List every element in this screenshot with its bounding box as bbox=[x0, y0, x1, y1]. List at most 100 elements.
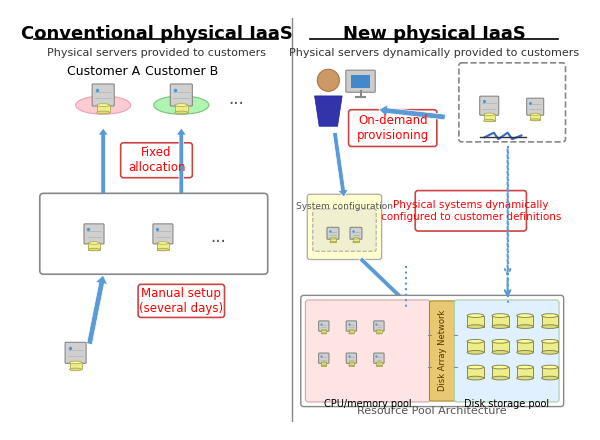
FancyArrow shape bbox=[332, 132, 348, 197]
FancyBboxPatch shape bbox=[346, 353, 356, 363]
Ellipse shape bbox=[88, 248, 100, 251]
Ellipse shape bbox=[330, 238, 336, 239]
FancyBboxPatch shape bbox=[346, 321, 356, 331]
FancyBboxPatch shape bbox=[454, 300, 559, 402]
FancyBboxPatch shape bbox=[307, 194, 382, 260]
FancyBboxPatch shape bbox=[374, 321, 384, 331]
Bar bbox=[352, 75, 370, 88]
Ellipse shape bbox=[376, 362, 382, 363]
FancyBboxPatch shape bbox=[480, 96, 499, 115]
FancyArrow shape bbox=[98, 128, 108, 197]
Ellipse shape bbox=[467, 376, 484, 380]
FancyBboxPatch shape bbox=[138, 284, 224, 317]
Polygon shape bbox=[314, 96, 342, 126]
Ellipse shape bbox=[353, 242, 359, 243]
Ellipse shape bbox=[517, 376, 533, 380]
Ellipse shape bbox=[492, 376, 509, 380]
Bar bbox=[376, 363, 382, 366]
Bar bbox=[517, 367, 533, 378]
Ellipse shape bbox=[321, 362, 326, 363]
Ellipse shape bbox=[70, 368, 82, 371]
Ellipse shape bbox=[467, 325, 484, 328]
Ellipse shape bbox=[492, 314, 509, 317]
FancyBboxPatch shape bbox=[153, 224, 173, 244]
Ellipse shape bbox=[492, 340, 509, 343]
FancyBboxPatch shape bbox=[459, 63, 566, 142]
Ellipse shape bbox=[154, 96, 209, 114]
FancyBboxPatch shape bbox=[40, 193, 268, 274]
FancyArrow shape bbox=[359, 257, 406, 303]
Ellipse shape bbox=[542, 314, 558, 317]
Bar bbox=[542, 341, 558, 352]
Ellipse shape bbox=[517, 340, 533, 343]
Bar bbox=[330, 238, 336, 242]
Bar bbox=[353, 238, 359, 242]
Text: Physical servers dynamically provided to customers: Physical servers dynamically provided to… bbox=[289, 48, 579, 58]
Ellipse shape bbox=[517, 314, 533, 317]
Text: Manual setup
(several days): Manual setup (several days) bbox=[139, 287, 223, 315]
Ellipse shape bbox=[542, 325, 558, 328]
Ellipse shape bbox=[467, 314, 484, 317]
FancyBboxPatch shape bbox=[84, 224, 104, 244]
FancyArrow shape bbox=[87, 275, 107, 345]
Ellipse shape bbox=[349, 365, 354, 366]
FancyArrow shape bbox=[176, 128, 187, 197]
Ellipse shape bbox=[70, 361, 82, 364]
Bar bbox=[376, 330, 382, 334]
Ellipse shape bbox=[517, 351, 533, 354]
Ellipse shape bbox=[175, 104, 188, 106]
Text: Physical systems dynamically
configured to customer definitions: Physical systems dynamically configured … bbox=[380, 200, 561, 222]
Ellipse shape bbox=[492, 325, 509, 328]
FancyBboxPatch shape bbox=[319, 321, 329, 331]
Text: Disk Array Network: Disk Array Network bbox=[438, 310, 447, 391]
Ellipse shape bbox=[467, 365, 484, 369]
Bar bbox=[542, 315, 558, 326]
Ellipse shape bbox=[353, 238, 359, 239]
Bar bbox=[70, 363, 82, 370]
Ellipse shape bbox=[530, 113, 540, 115]
Ellipse shape bbox=[376, 330, 382, 331]
Ellipse shape bbox=[492, 365, 509, 369]
Ellipse shape bbox=[517, 365, 533, 369]
Bar bbox=[542, 367, 558, 378]
Ellipse shape bbox=[376, 365, 382, 366]
Bar bbox=[321, 330, 326, 334]
Ellipse shape bbox=[467, 351, 484, 354]
Text: CPU/memory pool: CPU/memory pool bbox=[324, 399, 412, 409]
Ellipse shape bbox=[542, 340, 558, 343]
Ellipse shape bbox=[330, 242, 336, 243]
Ellipse shape bbox=[484, 113, 494, 115]
Ellipse shape bbox=[321, 330, 326, 331]
Text: Fixed
allocation: Fixed allocation bbox=[128, 146, 185, 174]
Ellipse shape bbox=[97, 111, 110, 114]
Ellipse shape bbox=[157, 242, 169, 244]
Bar bbox=[88, 243, 100, 249]
Text: Customer A: Customer A bbox=[67, 65, 140, 77]
Ellipse shape bbox=[321, 365, 326, 366]
Ellipse shape bbox=[467, 340, 484, 343]
FancyBboxPatch shape bbox=[313, 209, 376, 251]
FancyBboxPatch shape bbox=[415, 191, 526, 231]
Ellipse shape bbox=[349, 333, 354, 334]
Ellipse shape bbox=[542, 376, 558, 380]
Ellipse shape bbox=[542, 351, 558, 354]
Bar bbox=[321, 363, 326, 366]
FancyBboxPatch shape bbox=[65, 342, 86, 363]
Ellipse shape bbox=[349, 330, 354, 331]
FancyBboxPatch shape bbox=[346, 70, 375, 92]
Bar bbox=[349, 330, 354, 334]
Ellipse shape bbox=[321, 333, 326, 334]
FancyBboxPatch shape bbox=[301, 295, 563, 407]
FancyBboxPatch shape bbox=[305, 300, 430, 402]
FancyBboxPatch shape bbox=[374, 353, 384, 363]
FancyBboxPatch shape bbox=[527, 98, 544, 115]
Bar bbox=[492, 341, 509, 352]
Bar bbox=[97, 105, 110, 113]
Text: ...: ... bbox=[210, 227, 226, 246]
Bar bbox=[530, 114, 540, 120]
Text: ...: ... bbox=[229, 90, 244, 108]
Ellipse shape bbox=[492, 351, 509, 354]
FancyBboxPatch shape bbox=[121, 143, 193, 178]
Ellipse shape bbox=[542, 365, 558, 369]
Ellipse shape bbox=[157, 248, 169, 251]
